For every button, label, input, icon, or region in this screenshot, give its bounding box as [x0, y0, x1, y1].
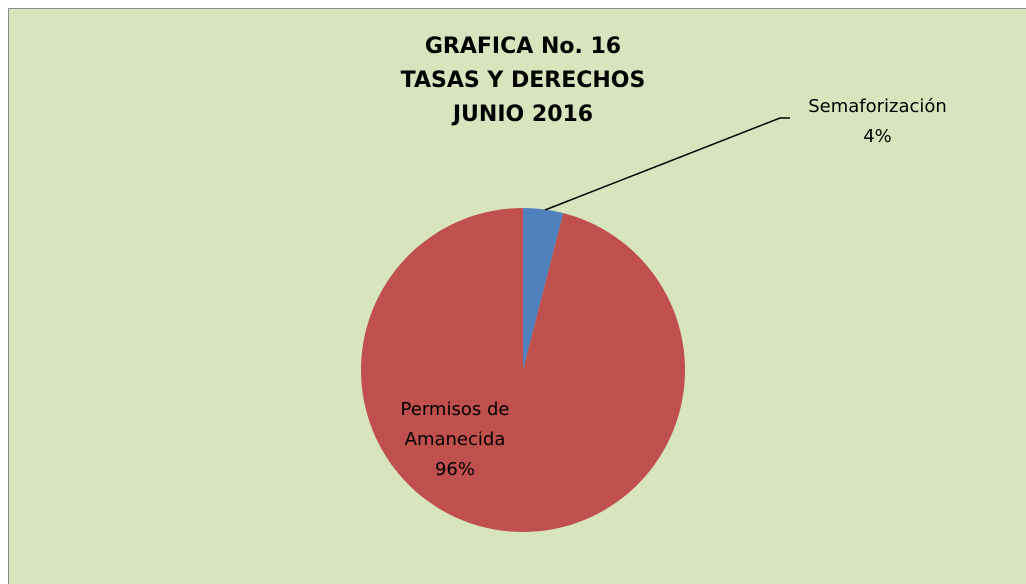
- data-label: Semaforización 4%: [770, 92, 985, 152]
- label-percent: 96%: [434, 459, 475, 480]
- leader-line: [544, 117, 790, 211]
- chart-title: GRAFICA No. 16: [424, 34, 622, 59]
- label-name: Permisos de Amanecida: [400, 399, 510, 450]
- pie-slice: [523, 208, 564, 370]
- pie-slice: [361, 207, 686, 532]
- data-label: Permisos de Amanecida 96%: [355, 395, 555, 485]
- chart-title: JUNIO 2016: [452, 102, 594, 127]
- label-percent: 4%: [863, 126, 892, 147]
- label-name: Semaforización: [808, 96, 947, 117]
- chart-title: TASAS Y DERECHOS: [400, 68, 646, 93]
